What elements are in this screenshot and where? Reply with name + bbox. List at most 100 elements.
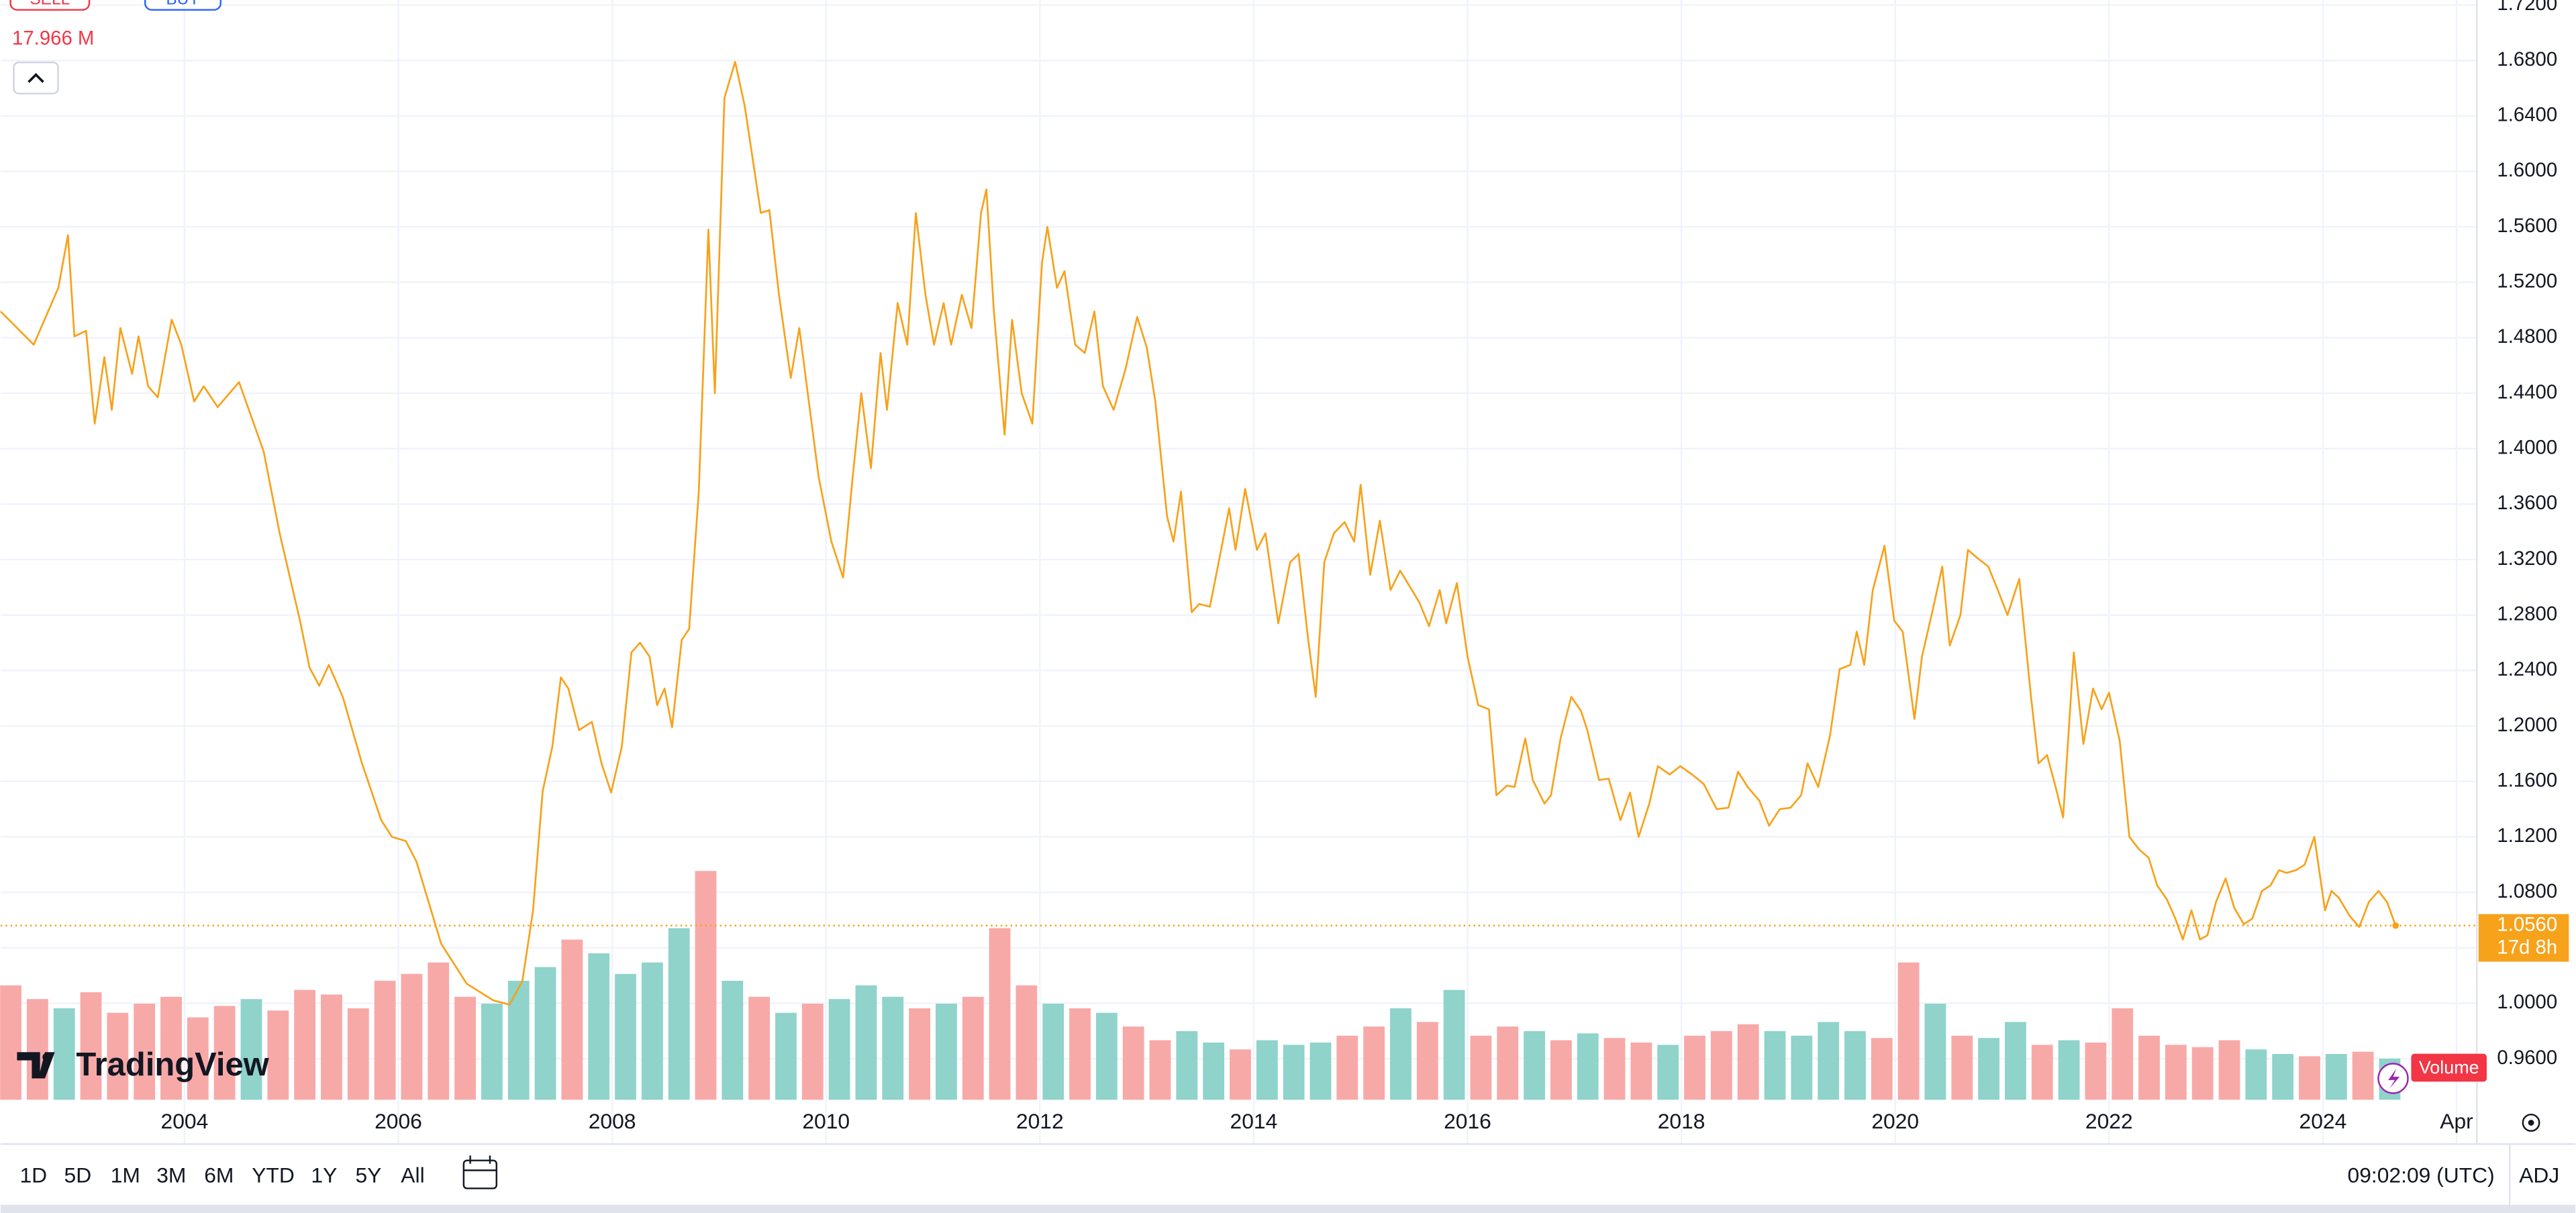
volume-layer [0,871,2401,1100]
x-tick-label: 2018 [1658,1109,1705,1133]
volume-bar [481,1003,503,1100]
x-tick-label: 2020 [1871,1109,1919,1133]
volume-bar [2352,1051,2374,1100]
volume-bar [1069,1008,1091,1100]
volume-bar [2245,1049,2267,1100]
volume-bar [1497,1026,1519,1100]
range-button[interactable]: 1D [20,1163,48,1188]
logo[interactable]: TradingView [17,1047,270,1083]
y-tick-label: 1.4400 [2497,381,2557,403]
x-tick-label: 2016 [1444,1109,1491,1133]
date-range-button[interactable] [462,1159,497,1190]
volume-bar [80,992,102,1100]
x-tick-label: 2012 [1016,1109,1064,1133]
volume-bar [507,980,530,1100]
y-tick-label: 1.6400 [2497,104,2557,126]
volume-bar [1336,1035,1358,1100]
range-button[interactable]: 5Y [355,1163,381,1188]
volume-bar [1390,1008,1411,1100]
x-tick-label: Apr [2440,1109,2473,1133]
volume-bar [53,1008,75,1100]
volume-bar [0,985,21,1100]
volume-bar [615,973,636,1100]
volume-bar [26,999,48,1100]
volume-bar [722,980,744,1100]
volume-bar [1042,1003,1064,1100]
volume-bar [1791,1035,1813,1100]
volume-bar [1844,1031,1866,1100]
y-tick-label: 1.5600 [2497,215,2557,237]
volume-bar [641,962,663,1100]
volume-bar [936,1003,957,1100]
volume-bar [401,973,423,1100]
x-tick-label: 2006 [375,1109,422,1133]
y-tick-label: 1.0000 [2497,991,2557,1013]
volume-bar [213,1006,236,1100]
range-button[interactable]: 5D [64,1163,92,1188]
volume-bar [1737,1024,1759,1100]
volume-bar [801,1003,824,1100]
y-tick-label: 1.3200 [2497,547,2557,570]
last-point [2392,922,2399,929]
volume-bar [1951,1035,1973,1100]
y-tick-label: 1.0800 [2497,880,2557,902]
y-tick-label: 1.6000 [2497,159,2557,181]
volume-bar [1710,1031,1732,1100]
volume-badge-label: Volume [2419,1057,2479,1077]
collapse-icon [28,72,44,83]
grid-layer [0,0,2477,1145]
x-tick-label: 2010 [802,1109,850,1133]
volume-bar [1203,1042,1225,1100]
buy-label[interactable]: BUY [166,0,199,8]
range-button[interactable]: 3M [156,1163,186,1188]
volume-bar [1149,1040,1171,1100]
volume-bar [2138,1035,2160,1100]
volume-bar [1283,1045,1305,1100]
settings-icon[interactable] [2522,1113,2540,1132]
volume-bar [2005,1022,2026,1100]
sell-label[interactable]: SELL [30,0,70,8]
y-tick-label: 1.2000 [2497,714,2557,736]
volume-bar [2218,1040,2240,1100]
volume-bar [1603,1038,1626,1100]
date-range-icon [463,1155,497,1171]
volume-bar [240,999,262,1100]
volume-bar [1095,1012,1118,1100]
price-line [0,60,2397,1006]
sell-button[interactable] [9,0,91,11]
lightning-icon [2388,1068,2400,1089]
volume-bar [1309,1042,1332,1100]
x-tick-label: 2024 [2299,1109,2347,1133]
volume-bar [2299,1056,2320,1100]
collapse-button[interactable] [13,61,59,95]
range-button[interactable]: 1Y [311,1163,337,1188]
logo-text: TradingView [76,1047,269,1083]
buy-button[interactable] [144,0,221,11]
volume-bar [1122,1026,1144,1100]
volume-bar [1657,1045,1679,1100]
y-tick-label: 1.3600 [2497,492,2557,514]
volume-bar [1550,1040,1572,1100]
y-tick-label: 1.4000 [2497,436,2557,458]
volume-bar [1924,1003,1946,1100]
volume-bar [1978,1038,1999,1100]
last-price-box [2478,914,2569,962]
x-tick-label: 2008 [589,1109,636,1133]
volume-bar [374,980,396,1100]
volume-bar [2325,1053,2347,1100]
volume-bar [107,1012,129,1100]
volume-bar [561,939,583,1100]
y-tick-label: 0.9600 [2497,1047,2557,1069]
range-button[interactable]: 1M [111,1163,140,1188]
range-button[interactable]: 6M [204,1163,234,1188]
range-button[interactable]: All [401,1163,424,1188]
adj-button[interactable]: ADJ [2519,1163,2559,1188]
volume-bar [1871,1038,1893,1100]
volume-bar [1764,1031,1786,1100]
range-buttons: 1D 5D 1M 3M 6M YTD 1Y 5Y All [20,1163,425,1188]
volume-bar [347,1008,369,1100]
range-button[interactable]: YTD [252,1163,295,1188]
volume-bar [1684,1035,1705,1100]
volume-bar [909,1008,930,1100]
volume-bar [588,953,610,1100]
